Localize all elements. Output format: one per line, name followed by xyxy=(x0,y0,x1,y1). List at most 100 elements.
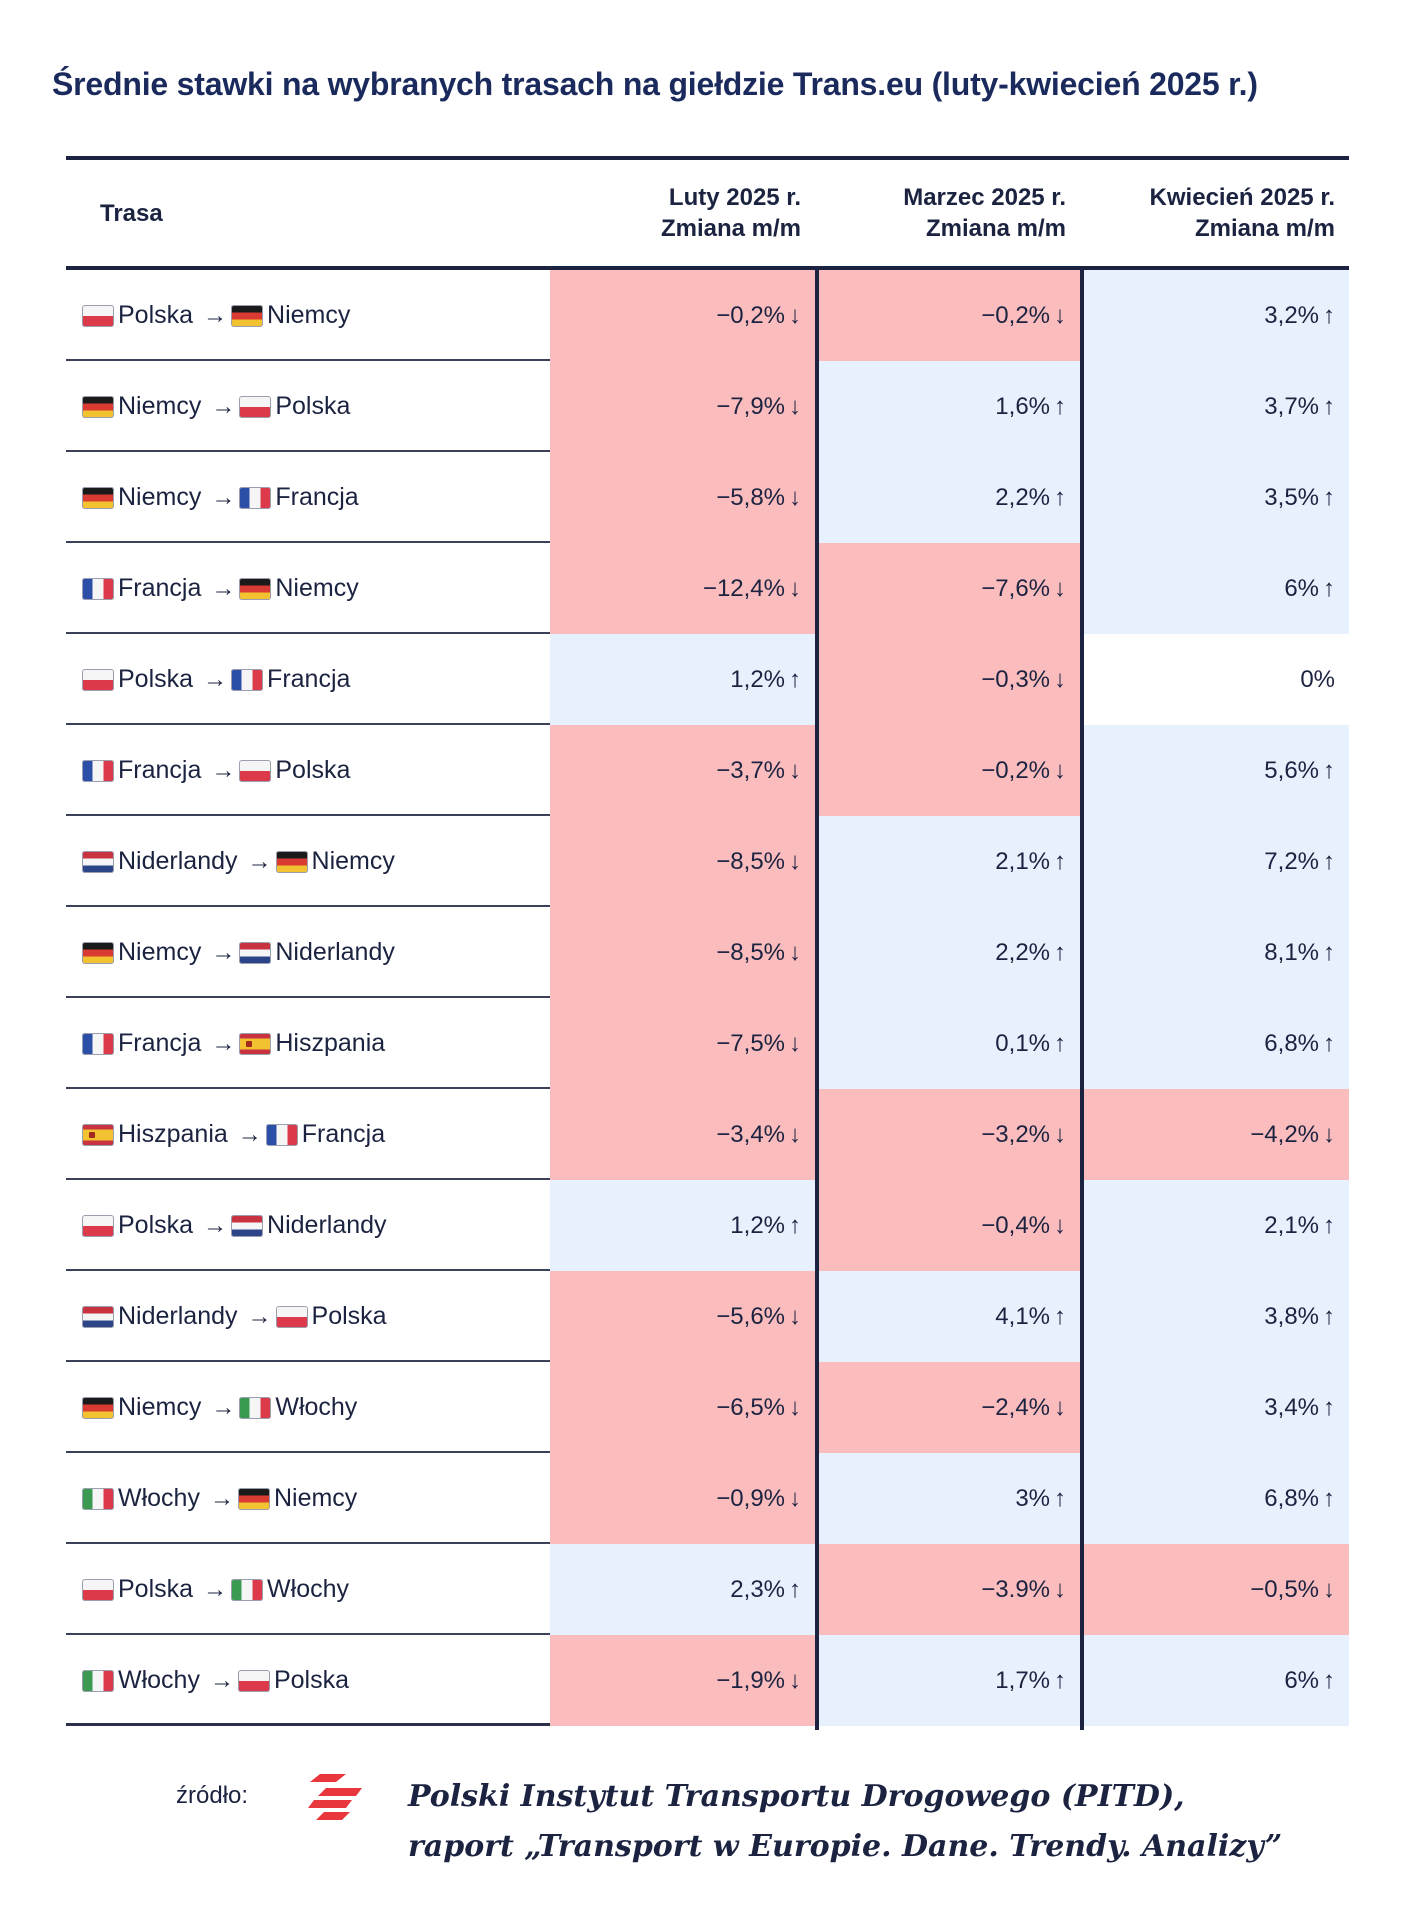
source-citation: Polski Instytut Transportu Drogowego (PI… xyxy=(408,1772,1282,1872)
value-text: −3,7% xyxy=(716,756,785,784)
value-cell-mar: −2,4% ↓ xyxy=(815,1362,1080,1453)
value-text: 8,1% xyxy=(1264,938,1319,966)
value-text: 3,4% xyxy=(1264,1393,1319,1421)
value-cell-mar: 2,2% ↑ xyxy=(815,452,1080,543)
route-origin: Niemcy xyxy=(118,938,202,966)
value-text: −0,2% xyxy=(981,756,1050,784)
rates-table: Trasa Luty 2025 r. Zmiana m/m Marzec 202… xyxy=(66,156,1349,1726)
value-cell-feb: −7,9% ↓ xyxy=(550,361,815,452)
route-cell: Hiszpania → Francja xyxy=(66,1089,550,1180)
value-text: 1,2% xyxy=(730,665,785,693)
page-title: Średnie stawki na wybranych trasach na g… xyxy=(52,66,1258,102)
route-arrow-icon: → xyxy=(237,1120,262,1148)
flag-pl-icon xyxy=(239,395,272,418)
table-row: Niemcy → Francja −5,8% ↓ 2,2% ↑ 3,5% ↑ xyxy=(66,452,1349,543)
row-divider xyxy=(66,996,550,998)
flag-de-icon xyxy=(82,486,114,509)
route-arrow-icon: → xyxy=(247,1302,272,1330)
value-cell-apr: 6,8% ↑ xyxy=(1080,1453,1349,1544)
arrow-down-icon: ↓ xyxy=(1054,574,1066,602)
value-text: −0,5% xyxy=(1250,1575,1319,1603)
value-text: 6,8% xyxy=(1264,1029,1319,1057)
arrow-down-icon: ↓ xyxy=(789,1302,801,1330)
row-divider xyxy=(66,1178,550,1180)
table-top-rule xyxy=(66,156,1349,160)
route-arrow-icon: → xyxy=(211,938,236,966)
value-cell-apr: 6% ↑ xyxy=(1080,543,1349,634)
row-divider xyxy=(66,1723,550,1726)
table-row: Niderlandy → Niemcy −8,5% ↓ 2,1% ↑ 7,2% ↑ xyxy=(66,816,1349,907)
value-cell-mar: −3,2% ↓ xyxy=(815,1089,1080,1180)
route-cell: Włochy → Niemcy xyxy=(66,1453,550,1544)
flag-de-icon xyxy=(237,1487,270,1510)
value-cell-mar: 1,7% ↑ xyxy=(815,1635,1080,1726)
flag-de-icon xyxy=(231,304,264,327)
arrow-down-icon: ↓ xyxy=(1054,665,1066,693)
arrow-up-icon: ↑ xyxy=(1054,483,1066,511)
value-text: −3.9% xyxy=(981,1575,1050,1603)
row-divider xyxy=(66,905,550,907)
flag-de-icon xyxy=(82,395,114,418)
route-arrow-icon: → xyxy=(247,847,272,875)
value-text: 3,8% xyxy=(1264,1302,1319,1330)
route-origin: Polska xyxy=(118,1575,194,1603)
value-text: 2,1% xyxy=(995,847,1050,875)
value-cell-feb: −7,5% ↓ xyxy=(550,998,815,1089)
header-mar-line2: Zmiana m/m xyxy=(925,215,1066,242)
arrow-down-icon: ↓ xyxy=(789,483,801,511)
row-divider xyxy=(66,1451,550,1453)
table-row: Włochy → Niemcy −0,9% ↓ 3% ↑ 6,8% ↑ xyxy=(66,1453,1349,1544)
value-text: 1,6% xyxy=(995,392,1050,420)
route-arrow-icon: → xyxy=(203,1211,228,1239)
value-cell-mar: −0,4% ↓ xyxy=(815,1180,1080,1271)
value-text: 3,5% xyxy=(1264,483,1319,511)
table-row: Polska → Niemcy −0,2% ↓ −0,2% ↓ 3,2% ↑ xyxy=(66,270,1349,361)
arrow-up-icon: ↑ xyxy=(1323,1211,1335,1239)
route-cell: Niemcy → Włochy xyxy=(66,1362,550,1453)
arrow-down-icon: ↓ xyxy=(1054,1575,1066,1603)
row-divider xyxy=(66,1269,550,1271)
table-row: Włochy → Polska −1,9% ↓ 1,7% ↑ 6% ↑ xyxy=(66,1635,1349,1726)
value-cell-mar: 1,6% ↑ xyxy=(815,361,1080,452)
value-cell-mar: −3.9% ↓ xyxy=(815,1544,1080,1635)
value-cell-apr: 6% ↑ xyxy=(1080,1635,1349,1726)
value-cell-apr: 3,5% ↑ xyxy=(1080,452,1349,543)
value-cell-mar: 2,1% ↑ xyxy=(815,816,1080,907)
route-destination: Francja xyxy=(301,1120,386,1148)
arrow-up-icon: ↑ xyxy=(789,1575,801,1603)
value-cell-feb: 1,2% ↑ xyxy=(550,634,815,725)
table-row: Hiszpania → Francja −3,4% ↓ −3,2% ↓ −4,2% ↓ xyxy=(66,1089,1349,1180)
value-text: −8,5% xyxy=(716,847,785,875)
row-divider xyxy=(66,723,550,725)
arrow-up-icon: ↑ xyxy=(1054,938,1066,966)
arrow-up-icon: ↑ xyxy=(1323,756,1335,784)
value-text: 3,2% xyxy=(1264,301,1319,329)
route-destination: Hiszpania xyxy=(275,1029,386,1057)
source-line-2: raport „Transport w Europie. Dane. Trend… xyxy=(408,1829,1283,1864)
arrow-up-icon: ↑ xyxy=(1054,1029,1066,1057)
value-cell-apr: −0,5% ↓ xyxy=(1080,1544,1349,1635)
arrow-down-icon: ↓ xyxy=(1054,1211,1066,1239)
value-cell-feb: −0,2% ↓ xyxy=(550,270,815,361)
value-text: 3% xyxy=(1015,1484,1050,1512)
arrow-down-icon: ↓ xyxy=(789,1029,801,1057)
arrow-down-icon: ↓ xyxy=(789,301,801,329)
arrow-up-icon: ↑ xyxy=(1054,1484,1066,1512)
route-origin: Niderlandy xyxy=(118,847,238,875)
route-destination: Niemcy xyxy=(311,847,395,875)
route-origin: Polska xyxy=(118,665,194,693)
table-body: Polska → Niemcy −0,2% ↓ −0,2% ↓ 3,2% ↑ Niemcy → Pol… xyxy=(66,270,1349,1726)
value-cell-mar: 2,2% ↑ xyxy=(815,907,1080,998)
arrow-up-icon: ↑ xyxy=(1323,1666,1335,1694)
route-destination: Polska xyxy=(311,1302,387,1330)
row-divider xyxy=(66,541,550,543)
route-destination: Niemcy xyxy=(275,574,359,602)
arrow-up-icon: ↑ xyxy=(1054,1666,1066,1694)
value-cell-mar: −7,6% ↓ xyxy=(815,543,1080,634)
flag-fr-icon xyxy=(82,1032,114,1055)
value-text: −6,5% xyxy=(716,1393,785,1421)
flag-nl-icon xyxy=(231,1214,264,1237)
arrow-up-icon: ↑ xyxy=(789,1211,801,1239)
value-text: 2,3% xyxy=(730,1575,785,1603)
table-row: Polska → Niderlandy 1,2% ↑ −0,4% ↓ 2,1% ↑ xyxy=(66,1180,1349,1271)
